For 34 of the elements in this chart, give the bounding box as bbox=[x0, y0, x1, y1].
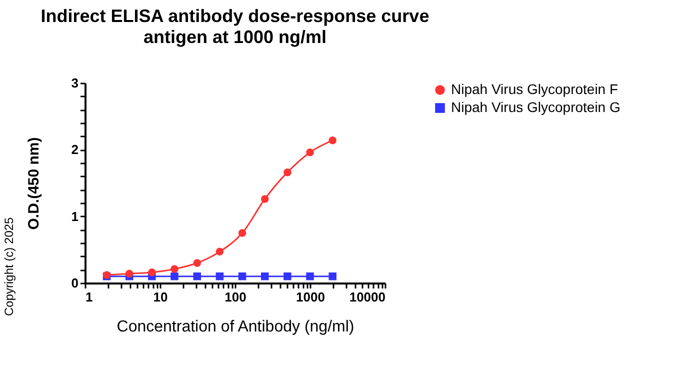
point bbox=[260, 272, 269, 280]
x-tick-label: 1000 bbox=[296, 290, 325, 304]
y-axis-title: O.D.(450 nm) bbox=[25, 137, 42, 230]
legend-label: Nipah Virus Glycoprotein F bbox=[451, 81, 618, 97]
x-tick-label: 10 bbox=[153, 290, 168, 304]
x-tick-label: 10000 bbox=[349, 290, 386, 304]
point bbox=[306, 272, 314, 280]
point bbox=[170, 265, 178, 273]
point bbox=[238, 272, 246, 280]
y-tick-label: 2 bbox=[71, 142, 78, 158]
point bbox=[148, 268, 156, 276]
point bbox=[216, 272, 224, 280]
point bbox=[238, 229, 246, 237]
point bbox=[306, 148, 314, 156]
point bbox=[193, 272, 201, 280]
y-tick-label: 1 bbox=[71, 208, 78, 224]
point bbox=[328, 136, 336, 144]
point bbox=[328, 272, 336, 280]
x-axis-title: Concentration of Antibody (ng/ml) bbox=[116, 318, 354, 336]
point bbox=[284, 168, 292, 176]
y-tick-label: 0 bbox=[71, 276, 78, 290]
chart-title: Indirect ELISA antibody dose-response curve bbox=[40, 6, 430, 26]
legend-label: Nipah Virus Glycoprotein G bbox=[451, 99, 620, 115]
point bbox=[216, 248, 224, 256]
x-tick-label: 100 bbox=[224, 290, 246, 304]
x-tick-label: 1 bbox=[86, 290, 93, 304]
chart-subtitle: antigen at 1000 ng/ml bbox=[143, 27, 327, 47]
point bbox=[170, 272, 178, 280]
text: Copyright (c) 2025 bbox=[2, 217, 16, 316]
point bbox=[193, 259, 201, 267]
point bbox=[125, 270, 134, 278]
point bbox=[260, 195, 269, 203]
y-tick-label: 3 bbox=[71, 76, 78, 90]
point bbox=[284, 272, 292, 280]
